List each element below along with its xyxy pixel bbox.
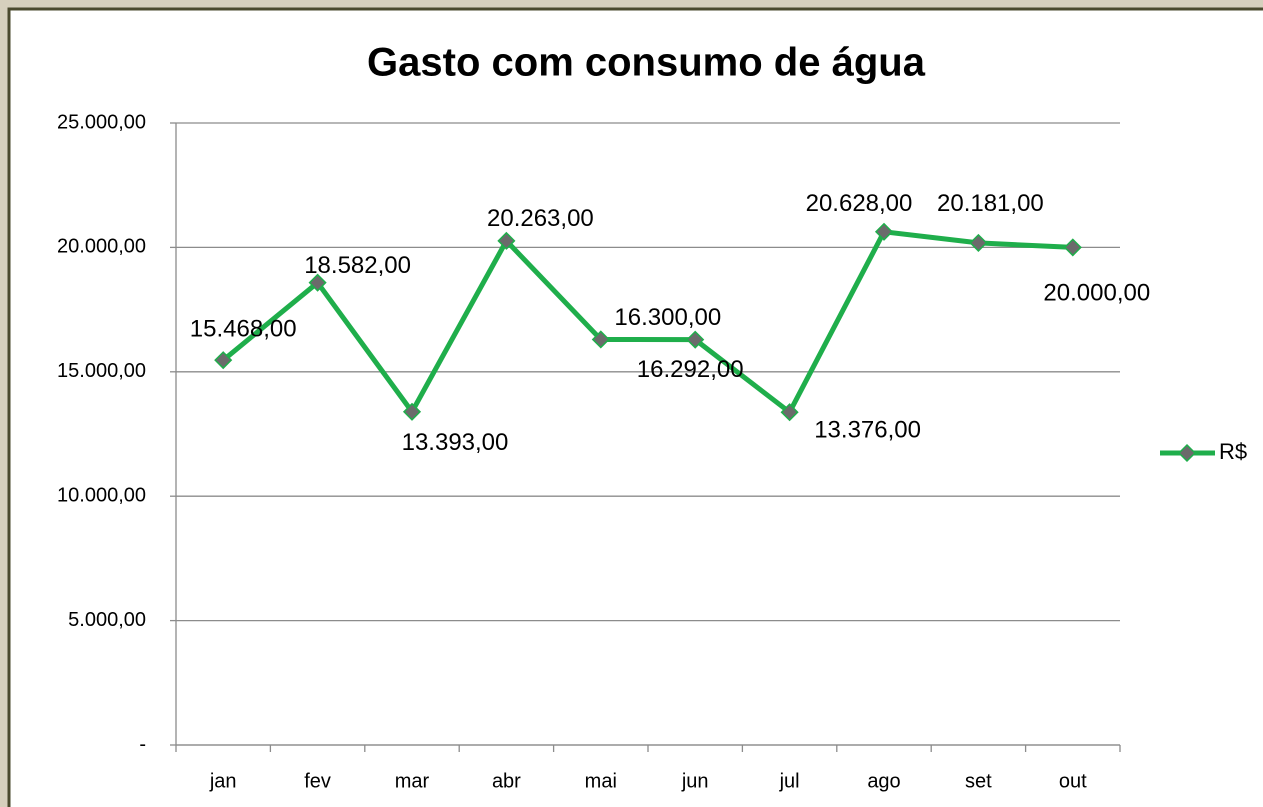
y-tick-label: 25.000,00	[57, 111, 146, 133]
legend-label: R$	[1219, 439, 1247, 464]
data-label: 13.393,00	[402, 429, 509, 456]
y-tick-label: -	[139, 733, 146, 755]
data-label: 20.181,00	[937, 190, 1044, 217]
chart-title: Gasto com consumo de água	[367, 41, 926, 85]
y-tick-label: 5.000,00	[68, 609, 146, 631]
marker	[1063, 238, 1082, 257]
marker	[497, 231, 516, 250]
chart-area	[7, 7, 1263, 807]
x-tick-label: mar	[395, 770, 430, 792]
data-label: 16.300,00	[614, 304, 721, 331]
x-tick-label: abr	[492, 770, 521, 792]
y-tick-label: 10.000,00	[57, 484, 146, 506]
data-label: 18.582,00	[304, 252, 411, 279]
series-line	[221, 229, 1073, 415]
legend-marker	[1177, 443, 1197, 463]
marker	[874, 222, 894, 241]
data-label: 15.468,00	[190, 315, 297, 342]
x-tick-label: jun	[681, 770, 709, 792]
marker	[969, 233, 988, 252]
data-label: 20.263,00	[487, 205, 594, 232]
y-tick-label: 15.000,00	[57, 360, 146, 382]
marker	[308, 273, 327, 292]
marker	[686, 330, 705, 349]
x-tick-label: ago	[867, 770, 900, 792]
data-label: 13.376,00	[814, 417, 921, 444]
data-label: 16.292,00	[637, 356, 744, 383]
marker	[402, 402, 422, 421]
marker	[780, 403, 799, 422]
data-label: 20.628,00	[806, 190, 913, 217]
x-tick-label: jan	[209, 770, 237, 792]
marker	[214, 351, 233, 370]
y-tick-label: 20.000,00	[57, 236, 146, 258]
x-tick-label: jul	[779, 770, 800, 792]
data-label: 20.000,00	[1043, 280, 1150, 307]
x-tick-label: set	[965, 770, 992, 792]
x-tick-label: out	[1059, 770, 1087, 792]
x-tick-label: fev	[304, 770, 331, 792]
marker	[591, 330, 610, 349]
x-tick-label: mai	[585, 770, 617, 792]
